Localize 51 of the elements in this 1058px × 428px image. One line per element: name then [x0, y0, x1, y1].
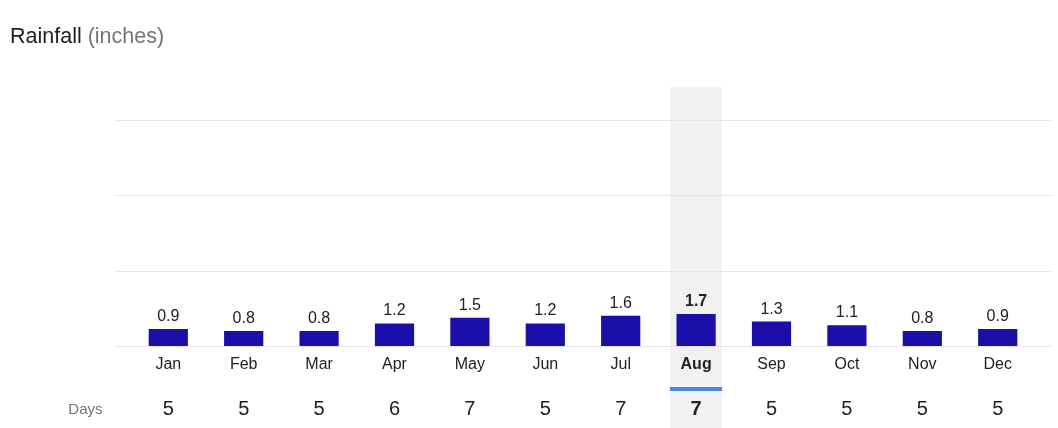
- data-label: 1.6: [609, 293, 632, 311]
- bar: [601, 315, 641, 346]
- bar: [676, 313, 716, 346]
- data-label: 1.3: [760, 299, 783, 317]
- x-tick-label: Oct: [834, 354, 860, 372]
- x-tick-label: Dec: [983, 354, 1012, 372]
- y-tick-label: Days: [68, 400, 103, 417]
- x-tick-label: Nov: [908, 354, 937, 372]
- data-label: 1.5: [458, 295, 482, 313]
- data-label: 1.2: [383, 301, 406, 319]
- data-label: 0.9: [157, 307, 180, 325]
- x-tick-label: Jun: [532, 354, 559, 372]
- bar: [525, 323, 565, 346]
- data-label: 5: [992, 397, 1004, 419]
- bar: [978, 329, 1018, 346]
- data-label: 5: [539, 397, 551, 419]
- bar: [827, 325, 867, 346]
- data-label: 0.8: [307, 308, 331, 326]
- data-label: 0.8: [232, 308, 255, 326]
- data-label: 5: [238, 397, 250, 419]
- bar: [148, 329, 188, 346]
- bar: [751, 321, 792, 346]
- data-label: 1.1: [835, 303, 859, 321]
- data-label: 7: [615, 397, 627, 419]
- data-label: 0.8: [911, 308, 934, 326]
- bar: [902, 330, 942, 346]
- data-label: 1.7: [684, 291, 708, 309]
- bar: [374, 323, 415, 346]
- x-tick-label: May: [454, 354, 486, 372]
- x-tick-label: Aug: [680, 354, 712, 372]
- data-label: 5: [765, 397, 778, 419]
- data-label: 0.9: [986, 307, 1009, 325]
- x-tick-label: Feb: [229, 354, 258, 372]
- x-tick-label: Apr: [382, 354, 408, 372]
- bar: [450, 317, 490, 346]
- data-label: 7: [464, 397, 476, 419]
- data-label: 5: [313, 397, 325, 419]
- x-tick-label: Sep: [757, 354, 786, 372]
- bar: [299, 330, 339, 346]
- data-label: 6: [388, 397, 401, 419]
- data-label: 7: [690, 397, 702, 419]
- bar: [224, 330, 264, 346]
- x-tick-label: Mar: [305, 354, 334, 372]
- data-label: 5: [162, 397, 174, 419]
- x-tick-label: Jul: [610, 354, 631, 372]
- y-axis-title: (inches): [87, 24, 165, 48]
- data-label: 5: [841, 397, 853, 419]
- chart-title: Rainfall: [10, 24, 82, 48]
- data-label: 5: [916, 397, 928, 419]
- x-tick-label: Jan: [155, 354, 182, 372]
- data-label: 1.2: [534, 301, 557, 319]
